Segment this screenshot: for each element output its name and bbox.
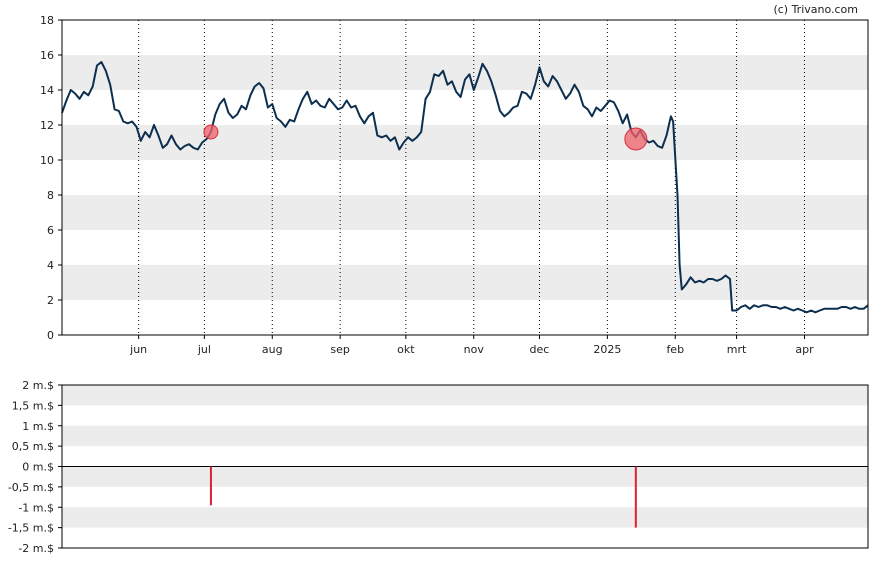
price-x-tick-label: okt [397,343,415,356]
volume-y-tick-label: -1 m.$ [18,501,54,514]
price-grid-band [62,55,868,90]
price-y-tick-label: 10 [40,154,54,167]
insider-trades-chart: 2 m.$ 1,5 m.$ 1 m.$ 0,5 m.$ 0 m.$ -0,5 m.$ -1 … [8,379,869,555]
volume-y-tick-label: -2 m.$ [18,542,54,555]
volume-grid-band [62,385,868,406]
price-plot-frame [61,19,869,336]
trade-marker [624,127,648,151]
price-x-tick-label: nov [464,343,485,356]
price-x-tick-label: aug [262,343,283,356]
credit-text: (c) Trivano.com [773,3,858,16]
volume-bars [209,466,637,528]
price-y-tick-label: 12 [40,119,54,132]
volume-plot-frame [61,384,869,549]
price-x-axis: jun jul aug sep okt nov dec 2025 feb mrt apr [129,335,814,356]
price-y-tick-label: 8 [47,189,54,202]
price-grid-band [62,265,868,300]
price-grid-band [62,195,868,230]
price-y-axis: 0 2 4 6 8 10 12 14 16 18 [40,14,62,342]
price-y-tick-label: 18 [40,14,54,27]
price-y-tick-label: 14 [40,84,54,97]
price-y-tick-label: 4 [47,259,54,272]
volume-y-tick-label: 0,5 m.$ [12,440,54,453]
volume-grid-band [62,507,868,528]
volume-y-axis: 2 m.$ 1,5 m.$ 1 m.$ 0,5 m.$ 0 m.$ -0,5 m.$ -1 … [8,379,62,555]
volume-y-tick-label: 2 m.$ [22,379,54,392]
trade-marker [203,124,219,140]
price-y-tick-label: 6 [47,224,54,237]
volume-grid-band [62,466,868,487]
price-x-tick-label: sep [330,343,349,356]
volume-y-tick-label: 0 m.$ [22,461,54,474]
price-x-tick-label: feb [666,343,684,356]
price-grid-band [62,125,868,160]
price-x-tick-label: jul [197,343,211,356]
price-y-tick-label: 0 [47,329,54,342]
volume-grid-bands [62,385,868,528]
price-x-tick-label: mrt [727,343,747,356]
price-x-tick-label: jun [129,343,147,356]
price-chart: 0 2 4 6 8 10 12 14 16 18 jun jul aug sep okt nov dec 202… [40,14,869,356]
price-y-tick-label: 2 [47,294,54,307]
price-grid-bands [62,55,868,300]
price-x-tick-label: 2025 [593,343,621,356]
volume-y-tick-label: -0,5 m.$ [8,481,54,494]
price-series-line [61,61,869,314]
volume-grid-band [62,425,868,447]
volume-y-tick-label: -1,5 m.$ [8,522,54,535]
price-x-tick-label: apr [795,343,814,356]
price-markers [203,124,648,151]
volume-y-tick-label: 1 m.$ [22,420,54,433]
price-x-tick-label: dec [530,343,550,356]
volume-y-tick-label: 1,5 m.$ [12,399,54,412]
price-y-tick-label: 16 [40,49,54,62]
price-month-gridlines [138,20,805,335]
